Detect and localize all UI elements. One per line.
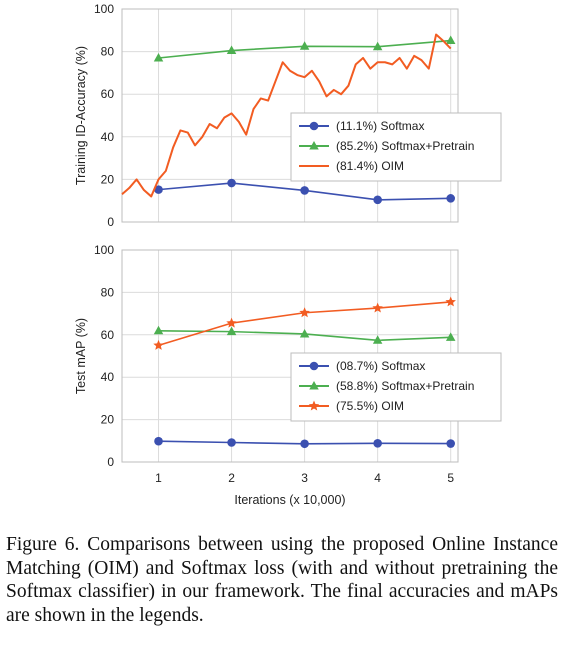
legend-entry-label: (58.8%) Softmax+Pretrain	[336, 379, 474, 393]
legend-swatch-marker	[309, 121, 319, 131]
legend-entry-label: (85.2%) Softmax+Pretrain	[336, 139, 474, 153]
legend-swatch-marker	[309, 141, 319, 150]
legend-swatch-marker	[308, 400, 320, 411]
data-point-marker	[226, 317, 237, 328]
x-tick-label: 2	[228, 471, 235, 485]
y-tick-label: 100	[94, 243, 114, 257]
data-point-marker	[372, 302, 383, 313]
data-point-marker	[226, 326, 237, 336]
data-point-marker	[226, 45, 237, 55]
data-point-marker	[299, 307, 310, 318]
data-point-marker	[445, 35, 456, 45]
data-point-marker	[446, 439, 455, 448]
y-tick-label: 20	[101, 413, 115, 427]
data-point-marker	[299, 41, 310, 50]
data-point-marker	[299, 328, 310, 338]
y-tick-label: 60	[101, 328, 115, 342]
y-tick-label: 100	[94, 2, 114, 16]
legend-entry-label: (81.4%) OIM	[336, 159, 404, 173]
data-point-marker	[373, 195, 382, 205]
y-axis-title: Training ID-Accuracy (%)	[74, 46, 88, 185]
test-map-panel: 0 20 40 60 80 100 1 2 3 4 5 Iterations (x 10,000) Te…	[74, 243, 502, 507]
y-tick-label: 40	[101, 370, 115, 384]
x-tick-label: 4	[374, 471, 381, 485]
y-tick-label: 0	[107, 455, 114, 469]
x-tick-label: 3	[301, 471, 308, 485]
y-tick-label: 80	[101, 45, 115, 59]
data-point-marker	[300, 439, 309, 449]
data-point-marker	[227, 438, 236, 447]
legend-entry-label: (08.7%) Softmax	[336, 359, 425, 373]
x-axis-title: Iterations (x 10,000)	[234, 493, 345, 507]
y-tick-label: 20	[101, 172, 115, 186]
data-point-marker	[153, 52, 164, 62]
data-point-marker	[372, 41, 383, 51]
data-point-marker	[154, 436, 163, 446]
legend-entry-label: (75.5%) OIM	[336, 399, 404, 413]
y-axis-title: Test mAP (%)	[74, 318, 88, 394]
data-point-marker	[300, 186, 309, 195]
training-accuracy-panel: 0 20 40 60 80 100 Training ID-Accuracy (%) (11.…	[74, 2, 502, 229]
data-point-marker	[153, 339, 164, 350]
series-line-3	[121, 33, 452, 198]
data-point-marker	[153, 325, 164, 335]
y-tick-label: 40	[101, 130, 115, 144]
legend-swatch-marker	[309, 361, 319, 371]
figure-caption: Figure 6. Comparisons between using the …	[6, 534, 558, 626]
data-point-marker	[446, 194, 455, 203]
data-point-marker	[154, 185, 163, 194]
legend-swatch-marker	[309, 381, 319, 390]
data-point-marker	[445, 332, 456, 341]
x-tick-label: 1	[155, 471, 162, 485]
data-point-marker	[372, 335, 383, 344]
data-point-marker	[227, 178, 236, 188]
y-tick-label: 80	[101, 285, 115, 299]
y-tick-label: 60	[101, 87, 115, 101]
y-tick-label: 0	[107, 215, 114, 229]
x-tick-label: 5	[447, 471, 454, 485]
data-point-marker	[445, 296, 456, 307]
legend-entry-label: (11.1%) Softmax	[336, 119, 424, 133]
data-point-marker	[373, 439, 382, 448]
